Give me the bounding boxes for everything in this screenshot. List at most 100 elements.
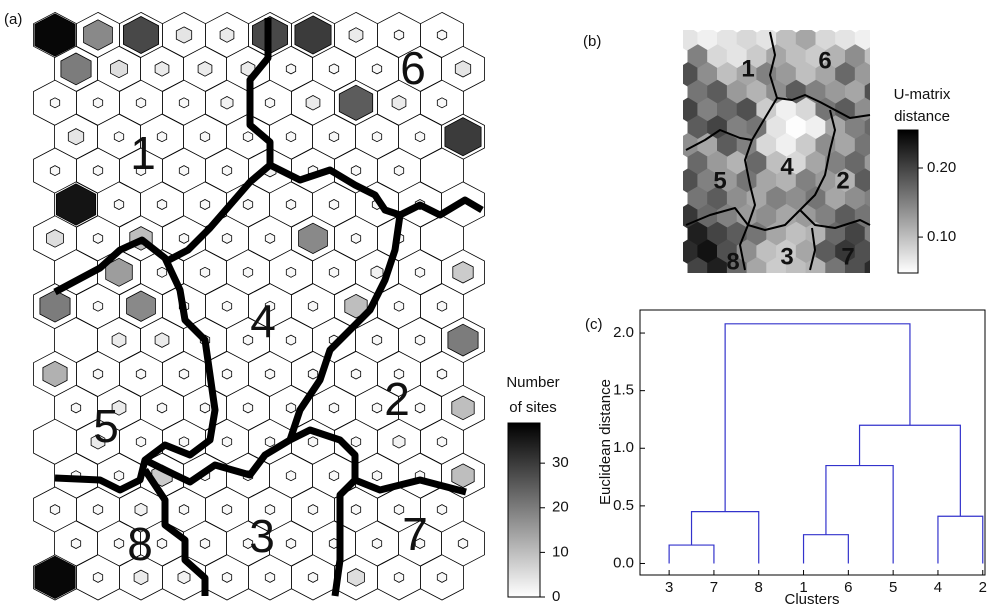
- u-cell: [707, 115, 728, 140]
- colorbar-title: Number: [506, 374, 559, 391]
- site-count: [123, 16, 160, 54]
- u-cell: [756, 30, 777, 52]
- cluster-label: 7: [402, 508, 428, 560]
- site-count: [285, 538, 297, 549]
- boundary: [744, 97, 836, 231]
- x-tick-label: 7: [710, 579, 718, 596]
- site-count: [90, 434, 106, 450]
- u-cell: [746, 221, 768, 247]
- u-cell: [756, 168, 777, 194]
- site-count: [328, 131, 340, 143]
- u-cell: [726, 150, 748, 176]
- u-matrix: [683, 30, 870, 273]
- dendrogram-link: [802, 534, 849, 564]
- x-axis-label: Clusters: [784, 591, 839, 608]
- site-count: [199, 199, 211, 210]
- site-count: [350, 504, 362, 516]
- site-count: [178, 232, 190, 244]
- site-count: [111, 400, 127, 416]
- boundary: [142, 468, 209, 596]
- site-count: [154, 332, 170, 348]
- site-count: [285, 470, 297, 482]
- u-cell: [736, 62, 758, 87]
- site-count: [197, 61, 213, 77]
- cluster-label: 3: [249, 510, 275, 562]
- u-cell: [864, 189, 870, 208]
- u-cell: [835, 30, 856, 52]
- u-cell: [845, 257, 866, 273]
- site-count: [135, 165, 147, 177]
- colorbar-title: of sites: [509, 399, 557, 416]
- u-cell: [785, 257, 807, 273]
- dendrogram-link: [724, 323, 911, 512]
- u-cell: [756, 203, 777, 229]
- site-count: [452, 261, 474, 284]
- dendrogram-link: [825, 464, 894, 564]
- dendrogram-link: [937, 515, 984, 564]
- site-count: [92, 232, 104, 244]
- cluster-label: 7: [841, 243, 854, 270]
- cluster-label: 6: [818, 47, 831, 74]
- site-count: [156, 538, 168, 549]
- u-cell: [687, 44, 708, 69]
- site-count: [350, 368, 362, 380]
- x-tick-label: 6: [844, 579, 852, 596]
- site-count: [350, 436, 362, 448]
- u-cell: [683, 30, 699, 52]
- boundary: [268, 161, 402, 219]
- u-cell: [683, 168, 699, 194]
- colorbar-title: U-matrix: [894, 86, 951, 103]
- site-count: [42, 360, 68, 388]
- u-cell: [726, 79, 748, 105]
- u-cell: [795, 62, 817, 87]
- u-cell: [717, 62, 738, 87]
- u-cell: [835, 62, 856, 87]
- u-cell: [717, 203, 738, 229]
- boundary: [685, 207, 749, 271]
- x-tick-label: 4: [934, 579, 942, 596]
- dendrogram-link: [668, 544, 715, 564]
- site-count: [92, 368, 104, 380]
- site-count: [371, 334, 383, 346]
- site-count: [371, 402, 383, 414]
- u-cell: [683, 133, 699, 158]
- cluster-label: 1: [741, 55, 754, 82]
- u-cell: [776, 133, 797, 158]
- u-cell: [825, 186, 846, 211]
- site-count: [444, 117, 482, 157]
- u-cell: [854, 239, 870, 264]
- site-count: [264, 300, 276, 312]
- site-count: [242, 266, 254, 278]
- site-count: [178, 165, 190, 177]
- site-count: [454, 60, 472, 78]
- u-cell: [776, 203, 797, 229]
- y-tick-label: 1.5: [613, 382, 634, 399]
- site-count: [70, 538, 82, 549]
- site-count: [285, 402, 297, 414]
- colorbar-tick-label: 0.10: [927, 228, 956, 245]
- site-count: [371, 538, 383, 549]
- u-cell: [835, 239, 856, 264]
- site-count: [221, 165, 233, 177]
- boundary: [799, 209, 871, 271]
- u-cell: [815, 239, 836, 264]
- site-count: [178, 436, 190, 448]
- site-count: [156, 131, 168, 143]
- site-count: [392, 435, 406, 449]
- u-cell: [683, 97, 699, 123]
- u-cell: [854, 62, 870, 87]
- site-count: [285, 131, 297, 143]
- site-count: [393, 571, 405, 583]
- u-cell: [785, 221, 807, 247]
- u-cell: [717, 168, 738, 194]
- x-tick-label: 1: [799, 579, 807, 596]
- u-cell: [697, 239, 718, 264]
- site-count: [113, 470, 125, 482]
- site-count: [156, 199, 168, 210]
- site-count: [175, 26, 193, 44]
- site-count: [328, 199, 340, 210]
- u-cell: [726, 186, 748, 211]
- site-count: [156, 402, 168, 414]
- site-count: [344, 293, 368, 319]
- u-cell: [835, 133, 856, 158]
